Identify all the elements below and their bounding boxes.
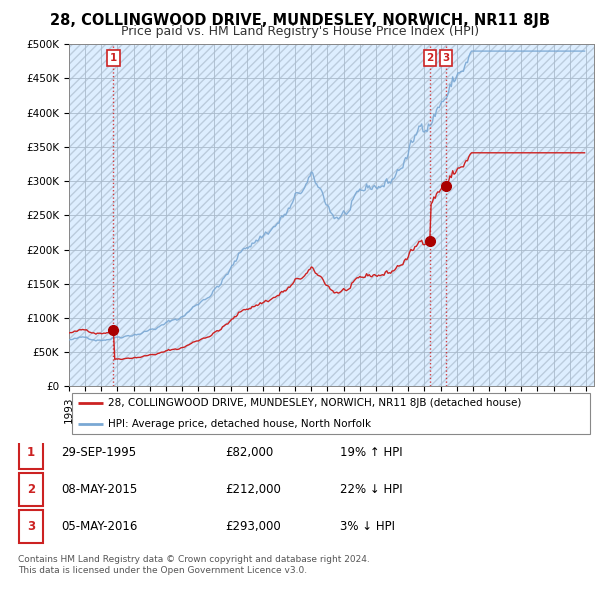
- Text: HPI: Average price, detached house, North Norfolk: HPI: Average price, detached house, Nort…: [109, 419, 371, 429]
- Text: 3% ↓ HPI: 3% ↓ HPI: [340, 520, 395, 533]
- Text: 1: 1: [27, 446, 35, 459]
- Text: 08-MAY-2015: 08-MAY-2015: [61, 483, 137, 496]
- Text: 28, COLLINGWOOD DRIVE, MUNDESLEY, NORWICH, NR11 8JB (detached house): 28, COLLINGWOOD DRIVE, MUNDESLEY, NORWIC…: [109, 398, 522, 408]
- Text: Price paid vs. HM Land Registry's House Price Index (HPI): Price paid vs. HM Land Registry's House …: [121, 25, 479, 38]
- Text: 28, COLLINGWOOD DRIVE, MUNDESLEY, NORWICH, NR11 8JB: 28, COLLINGWOOD DRIVE, MUNDESLEY, NORWIC…: [50, 13, 550, 28]
- Text: 29-SEP-1995: 29-SEP-1995: [61, 446, 136, 459]
- Text: 2: 2: [427, 53, 434, 63]
- FancyBboxPatch shape: [19, 436, 43, 468]
- FancyBboxPatch shape: [19, 473, 43, 506]
- Text: 1: 1: [110, 53, 117, 63]
- Text: £212,000: £212,000: [225, 483, 281, 496]
- Text: 3: 3: [442, 53, 449, 63]
- Text: £82,000: £82,000: [225, 446, 274, 459]
- Text: 3: 3: [27, 520, 35, 533]
- Text: 19% ↑ HPI: 19% ↑ HPI: [340, 446, 403, 459]
- Text: 2: 2: [27, 483, 35, 496]
- FancyBboxPatch shape: [71, 393, 590, 434]
- FancyBboxPatch shape: [19, 510, 43, 543]
- Text: 05-MAY-2016: 05-MAY-2016: [61, 520, 137, 533]
- Text: Contains HM Land Registry data © Crown copyright and database right 2024.
This d: Contains HM Land Registry data © Crown c…: [18, 555, 370, 575]
- Text: £293,000: £293,000: [225, 520, 281, 533]
- Text: 22% ↓ HPI: 22% ↓ HPI: [340, 483, 403, 496]
